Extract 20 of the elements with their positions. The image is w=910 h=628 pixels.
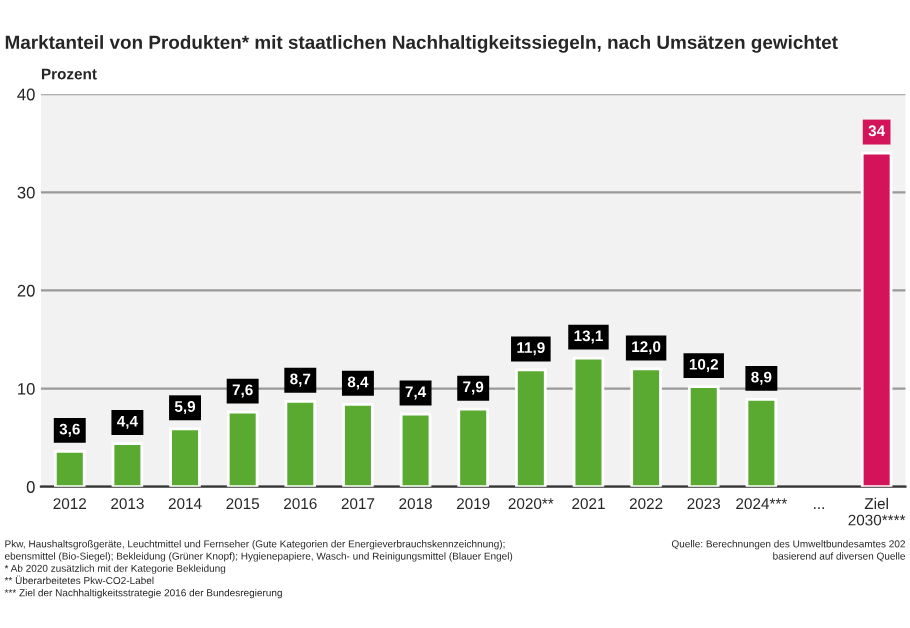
bar [630, 367, 662, 487]
y-tick-label: 20 [17, 284, 35, 297]
bar [284, 399, 317, 487]
bar [860, 151, 893, 487]
bar [515, 368, 547, 487]
bar [457, 407, 489, 487]
bar [687, 385, 720, 487]
y-tick-label: 0 [26, 481, 35, 493]
bar [342, 402, 374, 487]
bar [399, 412, 432, 487]
y-tick-label: 30 [17, 186, 35, 199]
y-tick-label: 40 [17, 88, 35, 101]
bar [169, 427, 201, 487]
bar [745, 397, 778, 487]
bar [572, 356, 605, 487]
bar [53, 449, 86, 487]
chart-title: Marktanteil von Produkten* mit staatlichen Nachhaltigkeitssiegeln, nach Umsätzen gewichtet [5, 35, 838, 53]
bar [111, 442, 144, 487]
y-tick-label: 10 [18, 382, 35, 395]
bar [226, 410, 259, 487]
